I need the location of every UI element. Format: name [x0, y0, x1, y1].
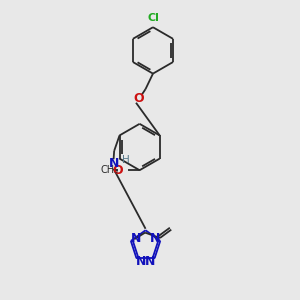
Text: O: O [134, 92, 144, 105]
Text: H: H [122, 154, 130, 164]
Text: N: N [136, 255, 147, 268]
Text: N: N [108, 158, 119, 170]
Text: CH₃: CH₃ [101, 165, 119, 175]
Text: N: N [144, 255, 155, 268]
Text: N: N [150, 232, 160, 245]
Text: O: O [112, 164, 123, 177]
Text: N: N [131, 232, 141, 245]
Text: Cl: Cl [147, 13, 159, 23]
